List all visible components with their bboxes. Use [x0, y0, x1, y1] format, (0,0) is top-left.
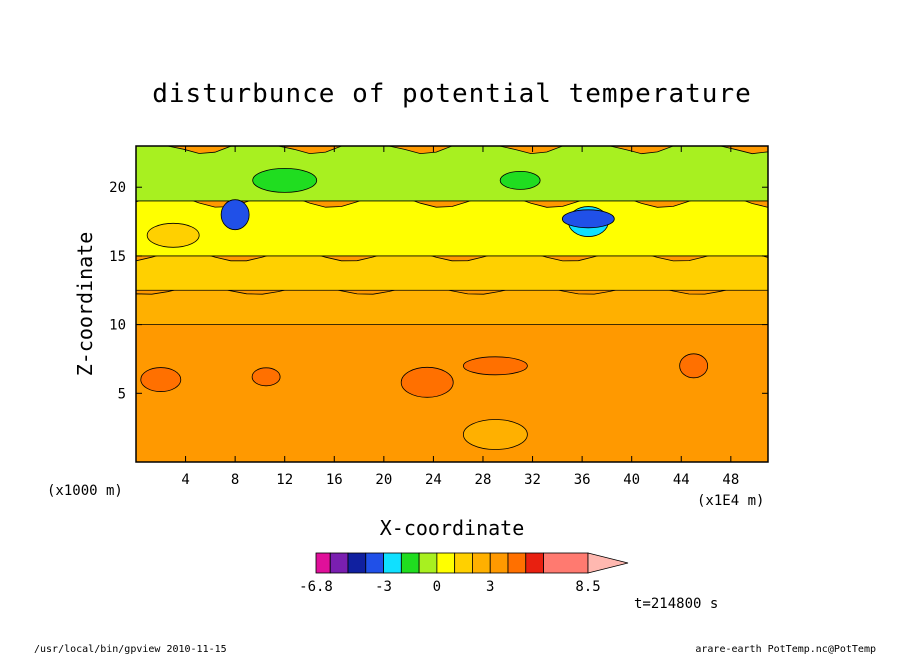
colorbar-label: -6.8 — [299, 579, 333, 595]
contour-feature — [220, 199, 250, 231]
y-tick-label: 20 — [109, 180, 126, 196]
x-axis-label: X-coordinate — [380, 516, 525, 540]
colorbar-swatch — [383, 552, 402, 574]
x-tick-label: 20 — [375, 472, 392, 488]
contour-feature — [679, 353, 709, 379]
y-axis-ticks: 5 10 15 20 — [109, 180, 768, 402]
y-tick-label: 5 — [118, 386, 126, 402]
colorbar-swatch — [525, 552, 544, 574]
contour-layers — [135, 145, 769, 463]
colorbar-swatch — [329, 552, 349, 574]
colorbar-label: 0 — [433, 579, 441, 595]
time-label: t=214800 s — [634, 596, 718, 612]
colorbar-swatch — [436, 552, 456, 574]
contour-feature — [252, 167, 318, 193]
contour-feature — [462, 356, 528, 376]
colorbar-labels: -6.8 -3 0 3 8.5 — [299, 579, 601, 595]
contour-feature — [462, 419, 528, 450]
y-tick-label: 15 — [109, 249, 126, 265]
contour-layer — [135, 145, 769, 202]
contour-feature — [140, 367, 182, 392]
y-axis-label: Z-coordinate — [73, 232, 97, 377]
x-tick-label: 28 — [475, 472, 492, 488]
contour-feature — [499, 170, 541, 190]
colorbar-swatch — [454, 552, 473, 574]
colorbar-swatch — [400, 552, 420, 574]
colorbar-swatch — [365, 552, 384, 574]
contour-feature — [251, 367, 281, 387]
colorbar-swatch — [507, 552, 527, 574]
plot-frame — [135, 145, 769, 463]
colorbar-label: 8.5 — [575, 579, 600, 595]
colorbar-swatch — [489, 552, 509, 574]
contour-feature — [561, 209, 615, 229]
contour-layer — [135, 324, 769, 463]
colorbar-swatch — [472, 552, 491, 574]
x-tick-label: 48 — [722, 472, 739, 488]
x-tick-label: 40 — [623, 472, 640, 488]
colorbar-swatch — [418, 552, 438, 574]
x-tick-label: 16 — [326, 472, 343, 488]
x-tick-label: 32 — [524, 472, 541, 488]
contour-layer — [135, 250, 769, 291]
colorbar-swatch — [315, 552, 331, 574]
x-tick-label: 36 — [574, 472, 591, 488]
colorbar-swatch — [347, 552, 367, 574]
x-tick-label: 4 — [181, 472, 189, 488]
x-tick-label: 24 — [425, 472, 442, 488]
x-tick-label: 44 — [673, 472, 690, 488]
footer-left: /usr/local/bin/gpview 2010-11-15 — [34, 644, 227, 654]
colorbar-label: -3 — [375, 579, 392, 595]
contour-features — [140, 167, 709, 450]
contour-layer — [135, 285, 769, 326]
colorbar-swatch — [543, 552, 589, 574]
x-axis-ticks: 4 8 12 16 20 24 28 32 36 40 44 48 — [181, 146, 739, 488]
y-tick-label: 10 — [109, 318, 126, 334]
colorbar — [315, 552, 629, 574]
chart-title: disturbunce of potential temperature — [152, 79, 752, 109]
contour-feature — [146, 222, 200, 248]
x-unit-right: (x1E4 m) — [697, 493, 764, 509]
x-tick-label: 8 — [231, 472, 239, 488]
contour-feature — [400, 366, 454, 398]
x-tick-label: 12 — [276, 472, 293, 488]
colorbar-extend-arrow — [587, 552, 629, 574]
x-unit-left: (x1000 m) — [47, 483, 123, 499]
footer-right: arare-earth_PotTemp.nc@PotTemp — [695, 644, 876, 654]
colorbar-label: 3 — [486, 579, 494, 595]
